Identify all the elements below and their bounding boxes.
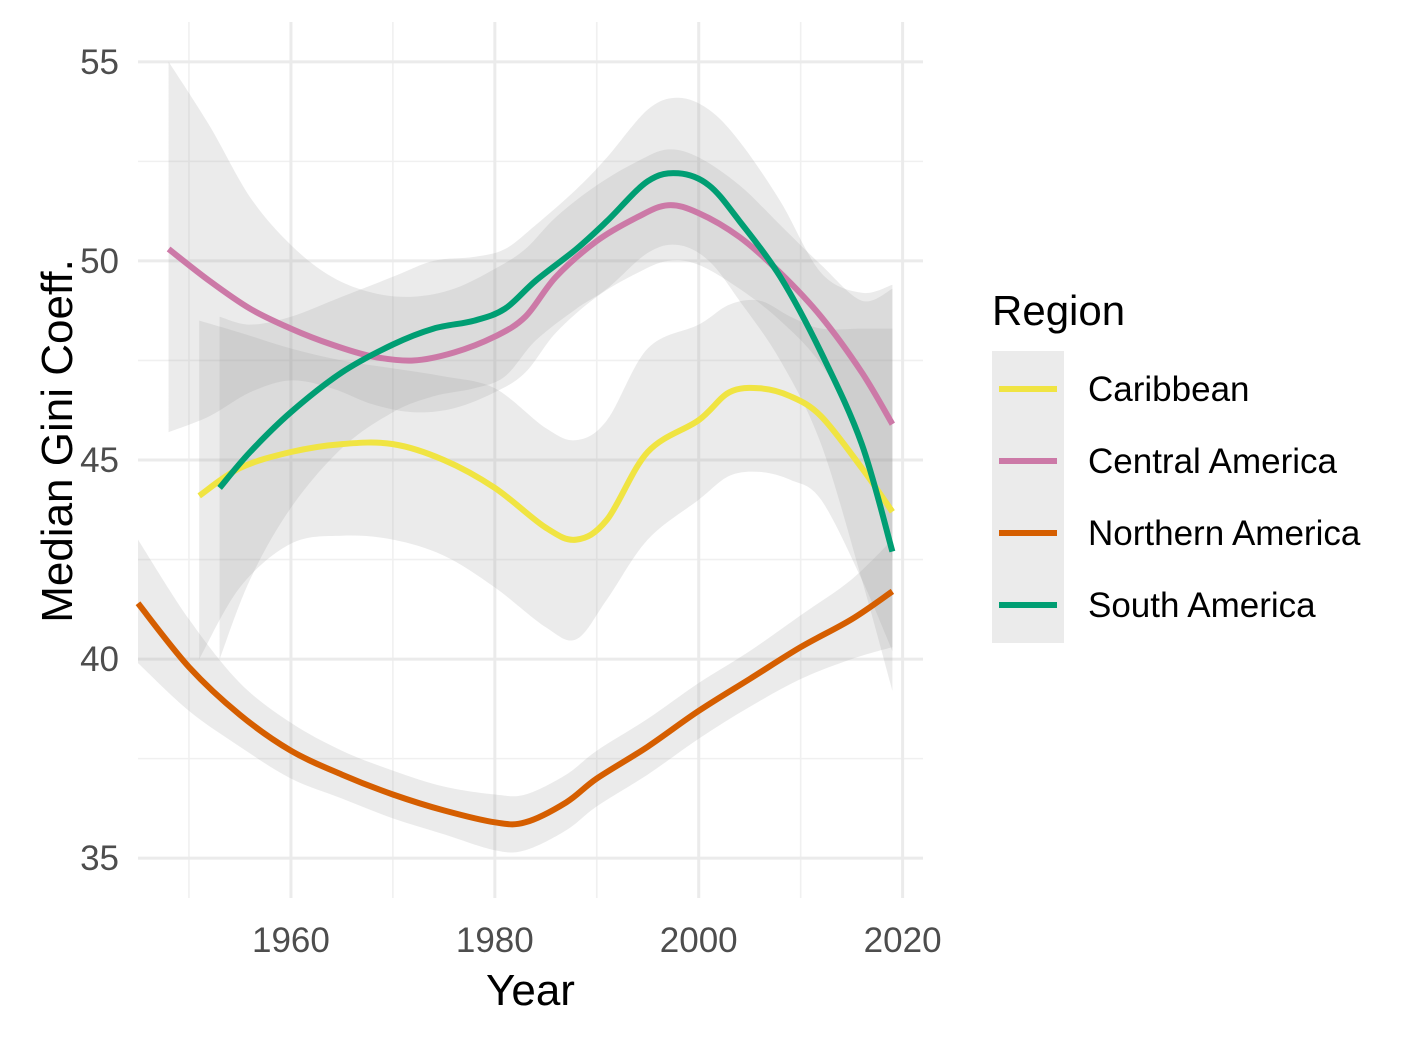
series-line <box>135 588 895 828</box>
grid-major <box>138 22 923 898</box>
legend-label: South America <box>1088 586 1316 625</box>
legend-label: Northern America <box>1088 514 1361 553</box>
legend-label: Central America <box>1088 442 1338 481</box>
series-line <box>197 384 895 543</box>
x-tick-label: 1960 <box>252 921 330 960</box>
confidence-band <box>199 299 893 660</box>
confidence-band <box>219 97 893 691</box>
legend-key-background <box>992 351 1064 643</box>
y-tick-label: 55 <box>80 43 119 82</box>
y-tick-labels: 35 40 45 50 55 <box>80 43 119 878</box>
legend-label: Caribbean <box>1088 370 1250 409</box>
x-tick-labels: 1960 1980 2000 2020 <box>252 921 942 960</box>
series-line <box>217 170 896 553</box>
y-tick-label: 35 <box>80 839 119 878</box>
y-tick-label: 45 <box>80 441 119 480</box>
x-tick-label: 2000 <box>660 921 738 960</box>
legend-items: Caribbean Central America Northern America… <box>999 370 1361 625</box>
legend: Region Caribbean Central America Northern … <box>992 287 1361 643</box>
y-tick-label: 40 <box>80 640 119 679</box>
series-lines <box>135 170 896 828</box>
x-tick-label: 1980 <box>456 921 534 960</box>
legend-title: Region <box>992 287 1125 334</box>
confidence-bands <box>138 61 893 853</box>
x-axis-title: Year <box>486 966 575 1015</box>
y-axis-title: Median Gini Coeff. <box>33 259 82 623</box>
confidence-band <box>138 539 893 853</box>
x-tick-label: 2020 <box>864 921 942 960</box>
y-tick-label: 50 <box>80 242 119 281</box>
